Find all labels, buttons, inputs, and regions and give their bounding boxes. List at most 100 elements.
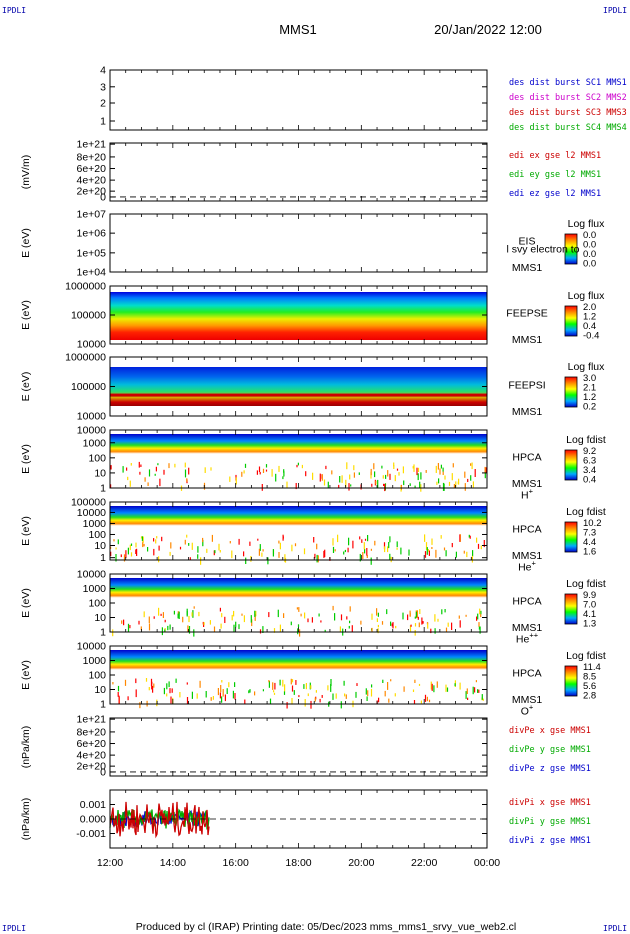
hpca-speckle (244, 463, 247, 468)
hpca-speckle (248, 690, 250, 694)
spacecraft-label: MMS1 (512, 694, 542, 706)
hpca-speckle (214, 550, 216, 554)
hpca-speckle (349, 474, 351, 480)
hpca-speckle (291, 698, 293, 705)
hpca-speckle (278, 540, 280, 544)
hpca-speckle (376, 618, 378, 622)
hpca-speckle (442, 471, 444, 475)
hpca-speckle (127, 547, 129, 555)
instrument-label: FEEPSE (506, 308, 547, 320)
hpca-speckle (213, 626, 216, 633)
hpca-speckle (268, 612, 270, 618)
hpca-speckle (262, 549, 264, 552)
hpca-speckle (472, 686, 474, 695)
hpca-speckle (175, 678, 177, 683)
colorbar-tick: 2.1 (583, 383, 596, 394)
colorbar-tick: 0.0 (583, 249, 596, 260)
panel-eis (109, 213, 578, 273)
panel-edi-electric-field (109, 142, 488, 202)
colorbar-tick: 2.0 (583, 302, 596, 313)
hpca-speckle (272, 549, 274, 557)
hpca-speckle (339, 476, 341, 483)
y-tick-label: 6e+20 (77, 738, 107, 750)
hpca-speckle (313, 537, 315, 543)
hpca-speckle (155, 466, 157, 472)
hpca-speckle (330, 679, 332, 686)
hpca-speckle (403, 480, 405, 486)
hpca-speckle (145, 678, 148, 682)
hpca-speckle (441, 609, 443, 615)
hpca-speckle (290, 678, 292, 685)
hpca-speckle (268, 681, 270, 688)
hpca-speckle (188, 467, 190, 475)
hpca-speckle (389, 536, 391, 543)
panel-hpca-o (109, 645, 578, 709)
hpca-speckle (477, 613, 479, 620)
hpca-speckle (390, 679, 392, 682)
hpca-speckle (382, 679, 384, 683)
colorbar-title: Log flux (568, 218, 606, 230)
hpca-speckle (257, 538, 259, 541)
colorbar (564, 233, 578, 265)
y-tick-label: 1e+05 (77, 247, 107, 259)
hpca-speckle (122, 466, 124, 473)
hpca-speckle (110, 546, 112, 549)
hpca-speckle (370, 557, 372, 565)
hpca-speckle (364, 538, 367, 541)
hpca-speckle (389, 473, 391, 480)
hpca-speckle (428, 550, 430, 556)
hpca-speckle (348, 625, 350, 629)
hpca-speckle (345, 694, 347, 699)
hpca-speckle (478, 689, 480, 693)
hpca-speckle (421, 617, 423, 625)
hpca-speckle (448, 481, 451, 486)
hpca-speckle (472, 550, 474, 557)
hpca-speckle (153, 548, 155, 556)
hpca-speckle (241, 471, 243, 477)
legend-entry: des dist burst SC4 MMS4 (509, 123, 627, 133)
hpca-speckle (197, 546, 199, 553)
hpca-speckle (346, 616, 348, 620)
colorbar-tick: 9.2 (583, 446, 596, 457)
hpca-speckle (192, 610, 194, 618)
hpca-speckle (436, 681, 438, 688)
legend-entry: divPi y gse MMS1 (509, 817, 591, 827)
spacecraft-label: MMS1 (512, 550, 542, 562)
hpca-speckle (186, 697, 189, 704)
hpca-speckle (298, 607, 300, 612)
hpca-speckle (479, 626, 481, 634)
hpca-speckle (454, 683, 456, 687)
hpca-speckle (458, 615, 460, 619)
y-tick-label: 3 (100, 81, 106, 93)
hpca-speckle (371, 483, 373, 487)
hpca-speckle (439, 468, 441, 475)
hpca-speckle (305, 471, 307, 477)
hpca-speckle (202, 621, 204, 625)
hpca-speckle (343, 680, 345, 686)
hpca-speckle (117, 685, 120, 692)
hpca-speckle (444, 475, 446, 480)
hpca-speckle (220, 623, 222, 629)
hpca-speckle (249, 689, 251, 693)
hpca-speckle (393, 465, 395, 469)
hpca-speckle (459, 534, 461, 542)
hpca-speckle (420, 700, 422, 704)
legend-entry: edi ez gse l2 MMS1 (509, 189, 601, 199)
hpca-speckle (158, 545, 160, 551)
hpca-speckle (291, 544, 293, 552)
hpca-speckle (262, 468, 265, 473)
hpca-speckle (470, 463, 472, 466)
colorbar-tick: -0.4 (583, 331, 599, 342)
hpca-speckle (112, 629, 114, 637)
colorbar (564, 449, 578, 481)
hpca-speckle (177, 613, 179, 619)
hpca-speckle (189, 557, 191, 560)
hpca-speckle (364, 548, 366, 554)
panel-frame (109, 717, 488, 777)
hpca-speckle (163, 469, 165, 475)
spacecraft-label: MMS1 (512, 478, 542, 490)
hpca-speckle (171, 688, 173, 693)
hpca-speckle (385, 474, 387, 479)
hpca-speckle (480, 614, 482, 618)
hpca-speckle (436, 481, 438, 485)
